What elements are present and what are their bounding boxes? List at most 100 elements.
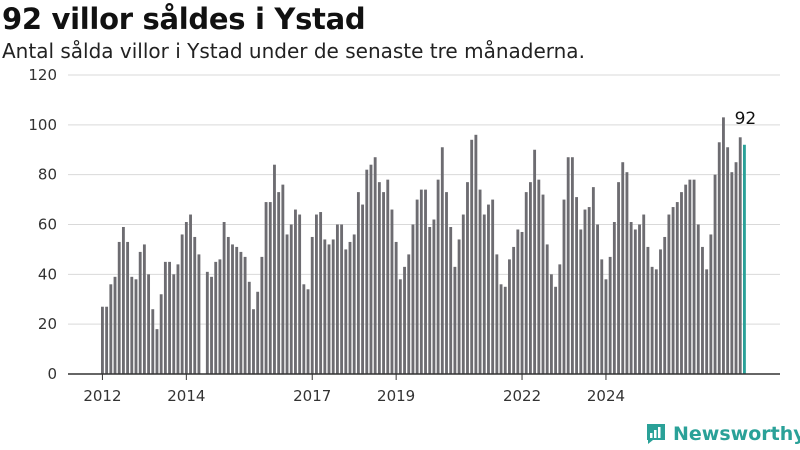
bar [722, 117, 725, 374]
bar [583, 209, 587, 374]
bar [147, 274, 151, 374]
bar [440, 147, 444, 374]
bar [726, 147, 730, 374]
bar [382, 192, 385, 374]
bar [121, 226, 125, 374]
bar [558, 264, 562, 374]
bar [591, 187, 595, 374]
bar [684, 184, 688, 374]
bar [701, 246, 704, 374]
bar [612, 222, 616, 374]
bar [214, 261, 218, 374]
logo-text: Newsworthy [673, 423, 800, 445]
bar [113, 276, 117, 374]
bar [650, 266, 654, 374]
bar [659, 249, 662, 374]
bar [105, 306, 109, 374]
bar [499, 284, 503, 374]
bar [356, 192, 360, 374]
bar [671, 207, 675, 374]
bar [373, 157, 377, 374]
bar [197, 254, 201, 374]
bar [138, 251, 142, 374]
bar [210, 276, 213, 374]
bar [457, 239, 461, 374]
x-tick-label: 2022 [503, 387, 541, 405]
bar [126, 241, 130, 374]
bar [621, 162, 625, 374]
bar [315, 214, 318, 374]
bar [575, 197, 579, 374]
newsworthy-chart-icon [647, 424, 665, 444]
y-tick-label: 80 [38, 166, 57, 184]
bar [608, 256, 612, 374]
bar [638, 224, 641, 374]
bar [478, 189, 482, 374]
bar [281, 184, 285, 374]
bar [428, 226, 432, 374]
bar [294, 209, 297, 374]
bar [394, 241, 398, 374]
highlighted-bar [743, 144, 746, 374]
bar [184, 222, 188, 374]
bar [667, 214, 671, 374]
bar [470, 139, 474, 374]
bar [130, 276, 134, 374]
bar [411, 224, 415, 374]
bar [264, 202, 268, 374]
bar [562, 199, 566, 374]
bar [243, 256, 247, 374]
bar [285, 234, 289, 374]
bar [193, 236, 197, 374]
bar [256, 291, 260, 374]
y-tick-label: 40 [38, 265, 57, 283]
bar [386, 179, 390, 374]
bar [134, 279, 138, 374]
bar [713, 174, 717, 374]
bar [344, 249, 348, 374]
bar [239, 251, 243, 374]
bar [222, 222, 226, 374]
bar [163, 261, 167, 374]
bar [319, 212, 323, 374]
bar [570, 157, 574, 374]
bar [151, 309, 155, 374]
bar [617, 182, 620, 374]
bar [323, 239, 327, 374]
bar [407, 254, 411, 374]
bar [596, 224, 599, 374]
bar [453, 266, 457, 374]
bar [654, 269, 658, 374]
bar [352, 234, 356, 374]
y-tick-label: 20 [38, 315, 57, 333]
bar [260, 256, 264, 374]
bar [377, 182, 381, 374]
bar [419, 189, 423, 374]
bar [520, 231, 524, 374]
bar [252, 309, 255, 374]
bar [340, 224, 344, 374]
x-tick-label: 2014 [167, 387, 205, 405]
bar [537, 179, 541, 374]
bar [415, 199, 419, 374]
bar [680, 192, 683, 374]
bar [289, 224, 293, 374]
bar [604, 279, 608, 374]
bar [403, 266, 406, 374]
bar [663, 236, 667, 374]
bar [155, 329, 159, 374]
x-tick-label: 2012 [83, 387, 121, 405]
bar [445, 192, 448, 374]
bar [533, 149, 537, 374]
bar [231, 244, 234, 374]
bar [327, 244, 331, 374]
bar [579, 229, 583, 374]
bar [277, 192, 281, 374]
last-value-label: 92 [735, 109, 757, 129]
bar [516, 229, 520, 374]
bar [738, 137, 742, 374]
bar [348, 241, 352, 374]
bar [545, 244, 549, 374]
bar [335, 224, 339, 374]
bar [331, 239, 335, 374]
